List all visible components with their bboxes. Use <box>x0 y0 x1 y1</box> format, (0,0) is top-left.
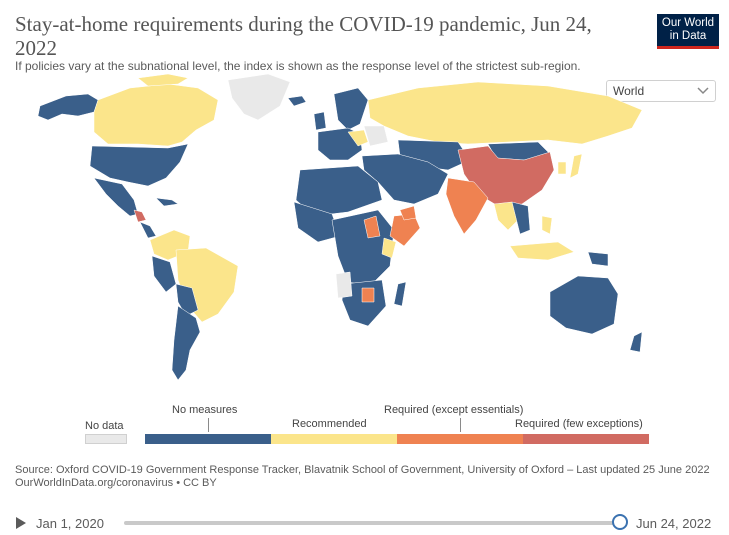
map-region-madagascar[interactable] <box>393 281 407 307</box>
map-region-philippines[interactable] <box>541 215 553 235</box>
map-region-central-europe[interactable] <box>347 129 369 147</box>
map-region-southeast-asia[interactable] <box>493 201 519 231</box>
map-region-greenland[interactable] <box>227 73 291 121</box>
timeline-start-date: Jan 1, 2020 <box>36 516 104 531</box>
map-region-scandinavia[interactable] <box>333 87 369 131</box>
map-region-argentina-chile[interactable] <box>171 305 201 381</box>
timeline-track[interactable] <box>124 521 620 525</box>
region-select[interactable]: World <box>606 80 716 102</box>
map-legend: No data No measures Recommended Required… <box>0 400 729 450</box>
map-region-australia[interactable] <box>549 275 619 335</box>
map-region-arabian-peninsula-required[interactable] <box>399 205 417 221</box>
legend-label-no-measures: No measures <box>172 404 238 416</box>
legend-tick-required-except-essentials <box>460 418 461 432</box>
legend-label-required-except-essentials: Required (except essentials) <box>384 404 524 416</box>
logo-line-2: in Data <box>669 30 707 42</box>
legend-swatch-required-except-essentials[interactable] <box>397 434 523 444</box>
map-region-central-america[interactable] <box>133 209 147 223</box>
timeline-handle[interactable] <box>612 514 628 530</box>
map-region-west-africa[interactable] <box>293 201 341 243</box>
legend-label-no-data: No data <box>85 420 124 432</box>
map-region-caribbean[interactable] <box>155 197 179 207</box>
region-select-value: World <box>613 84 645 98</box>
map-region-alaska[interactable] <box>37 93 99 121</box>
source-note: Source: Oxford COVID-19 Government Respo… <box>15 464 715 489</box>
chevron-down-icon <box>697 87 709 95</box>
logo-line-1: Our World <box>661 17 715 29</box>
legend-swatch-recommended[interactable] <box>271 434 397 444</box>
map-region-papua[interactable] <box>587 251 609 267</box>
play-icon[interactable] <box>16 517 26 529</box>
chart-title: Stay-at-home requirements during the COV… <box>15 12 592 60</box>
legend-tick-no-measures <box>208 418 209 432</box>
legend-swatch-no-measures[interactable] <box>145 434 271 444</box>
map-region-central-america-south[interactable] <box>139 221 157 239</box>
map-region-canada-islands[interactable] <box>137 73 189 87</box>
map-region-kenya[interactable] <box>381 237 397 259</box>
legend-swatch-no-data[interactable] <box>85 434 127 444</box>
map-region-indochina[interactable] <box>511 201 531 235</box>
map-region-east-africa-required[interactable] <box>363 215 381 239</box>
map-region-korea[interactable] <box>557 161 567 175</box>
timeline: Jan 1, 2020 Jun 24, 2022 <box>0 508 729 535</box>
logo-accent-bar <box>657 46 719 49</box>
map-region-japan[interactable] <box>569 153 583 179</box>
owid-logo[interactable]: Our World in Data <box>657 14 719 49</box>
legend-swatch-required-few-exceptions[interactable] <box>523 434 649 444</box>
map-region-india[interactable] <box>445 177 489 235</box>
map-region-usa[interactable] <box>89 143 189 187</box>
map-region-russia[interactable] <box>367 81 643 145</box>
world-map <box>37 73 643 381</box>
map-region-uk[interactable] <box>313 111 327 131</box>
map-region-peru[interactable] <box>151 255 177 293</box>
map-region-bolivia-paraguay[interactable] <box>175 283 199 317</box>
map-region-southern-africa-nodata[interactable] <box>335 271 353 299</box>
map-region-iceland[interactable] <box>287 95 307 107</box>
map-region-north-africa[interactable] <box>295 165 383 217</box>
timeline-end-date: Jun 24, 2022 <box>636 516 712 531</box>
chart-subtitle: If policies vary at the subnational leve… <box>15 59 581 73</box>
map-region-southern-africa-required[interactable] <box>361 287 375 303</box>
map-region-new-zealand[interactable] <box>629 331 643 353</box>
license-line: OurWorldInData.org/coronavirus • CC BY <box>15 476 217 489</box>
legend-label-recommended: Recommended <box>292 418 367 430</box>
map-region-southern-africa[interactable] <box>341 279 387 327</box>
map-region-eastern-europe[interactable] <box>363 125 389 147</box>
map-region-indonesia[interactable] <box>509 241 575 261</box>
map-region-mexico[interactable] <box>93 177 139 217</box>
map-region-canada[interactable] <box>93 83 219 147</box>
map-region-middle-east[interactable] <box>361 153 449 205</box>
source-line: Source: Oxford COVID-19 Government Respo… <box>15 464 710 476</box>
legend-label-required-few-exceptions: Required (few exceptions) <box>515 418 643 430</box>
